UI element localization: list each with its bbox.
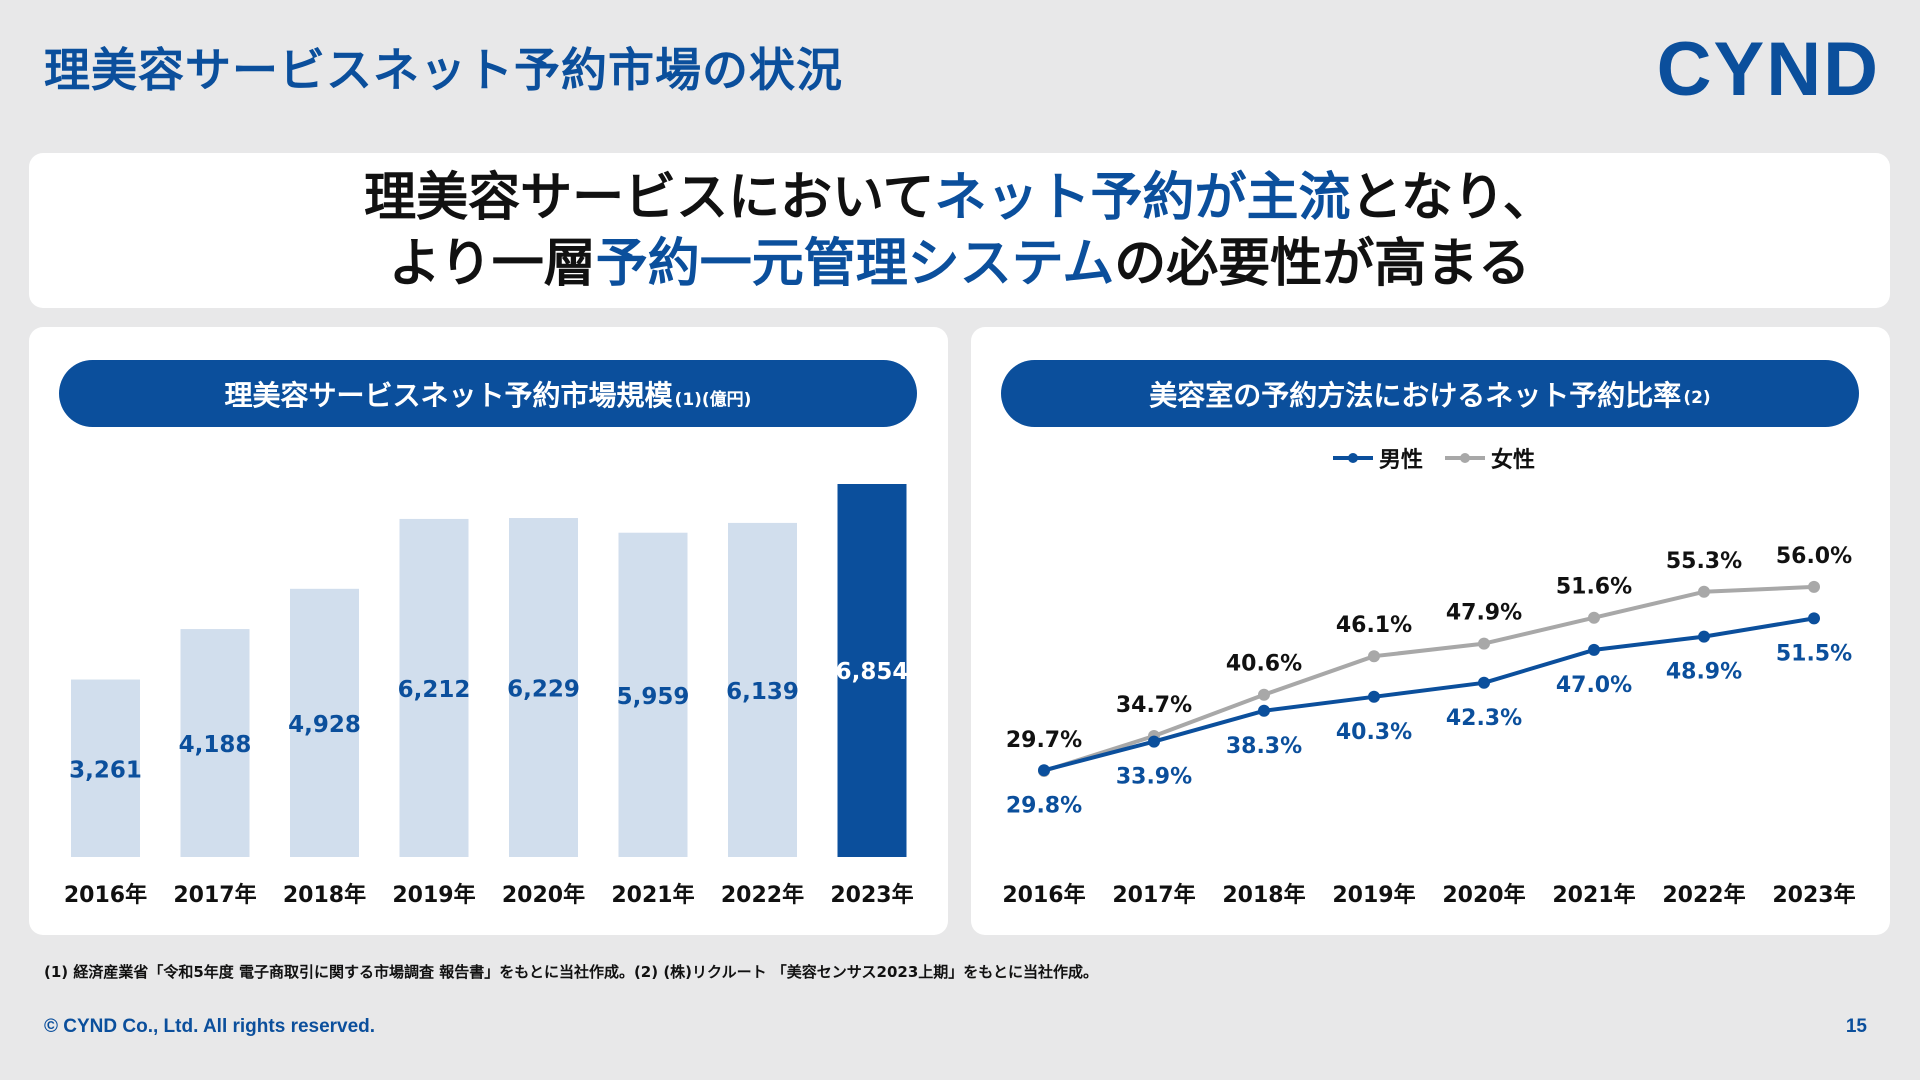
x-axis-tick-label: 2016年 — [64, 882, 147, 908]
headline-text: より一層 — [388, 233, 596, 294]
headline-text: となり、 — [1350, 167, 1555, 228]
data-label: 34.7% — [1116, 693, 1192, 718]
x-axis-tick-label: 2017年 — [173, 882, 256, 908]
data-label: 38.3% — [1226, 734, 1302, 759]
data-point — [1038, 764, 1050, 777]
data-label: 46.1% — [1336, 613, 1412, 638]
bar-value-label: 3,261 — [69, 757, 142, 783]
chart-title-note: (2) — [1683, 387, 1711, 408]
bar-value-label: 6,854 — [836, 659, 909, 685]
data-label: 51.5% — [1776, 641, 1852, 666]
chart-title-text: 理美容サービスネット予約市場規模 — [224, 378, 673, 412]
footnote: (1) 経済産業省「令和5年度 電子商取引に関する市場調査 報告書」をもとに当社… — [44, 963, 1098, 981]
data-label: 51.6% — [1556, 575, 1632, 600]
copyright: © CYND Co., Ltd. All rights reserved. — [44, 1016, 376, 1037]
data-point — [1588, 611, 1600, 624]
x-axis-tick-label: 2018年 — [283, 882, 366, 908]
bar-2021年 — [618, 532, 688, 857]
data-point — [1808, 612, 1820, 625]
data-label: 48.9% — [1666, 660, 1742, 685]
data-point — [1258, 688, 1270, 701]
bar-2022年 — [728, 522, 797, 857]
data-label: 29.8% — [1006, 793, 1082, 818]
headline-accent: 予約一元管理システム — [595, 233, 1115, 294]
x-axis-tick-label: 2016年 — [1002, 882, 1085, 908]
data-point — [1698, 630, 1710, 643]
x-axis-tick-label: 2023年 — [1772, 882, 1855, 908]
legend-item-female: 女性 — [1443, 442, 1535, 474]
data-point — [1478, 676, 1490, 689]
bar-value-label: 4,188 — [179, 732, 252, 758]
bar-value-label: 5,959 — [617, 684, 690, 710]
page-number: 15 — [1845, 1016, 1867, 1037]
data-label: 55.3% — [1666, 549, 1742, 574]
x-axis-tick-label: 2022年 — [721, 882, 804, 908]
bar-2019年 — [399, 518, 469, 857]
x-axis-tick-label: 2018年 — [1222, 882, 1305, 908]
bar-2018年 — [290, 588, 359, 857]
headline-line-1: 理美容サービスにおいてネット予約が主流となり、 — [364, 165, 1555, 231]
x-axis-tick-label: 2021年 — [611, 882, 694, 908]
x-axis-tick-label: 2019年 — [1332, 882, 1415, 908]
bar-value-label: 6,139 — [726, 679, 799, 705]
data-label: 33.9% — [1116, 765, 1192, 790]
data-point — [1698, 585, 1710, 598]
bar-2023年 — [837, 484, 907, 857]
legend-label: 男性 — [1379, 448, 1424, 473]
net-booking-ratio-panel: 2016年 2017年 2018年 2019年 2020年 2021年 2022年 2023年… — [971, 327, 1890, 935]
x-axis-tick-label: 2019年 — [392, 882, 475, 908]
legend-item-male: 男性 — [1331, 442, 1423, 474]
data-label: 47.0% — [1556, 673, 1632, 698]
chart-title-text: 美容室の予約方法におけるネット予約比率 — [1149, 378, 1682, 412]
company-logo: CYND — [1656, 27, 1880, 112]
bar-value-label: 6,229 — [507, 677, 580, 703]
data-label: 47.9% — [1446, 601, 1522, 626]
series-line-女性 — [1043, 584, 1815, 773]
headline-line-2: より一層予約一元管理システムの必要性が高まる — [389, 231, 1530, 297]
data-point — [1588, 643, 1600, 656]
headline-accent: ネット予約が主流 — [934, 167, 1351, 228]
data-label: 40.6% — [1226, 652, 1302, 677]
legend-label: 女性 — [1491, 448, 1536, 473]
data-point — [1368, 690, 1380, 703]
x-axis-tick-label: 2020年 — [1442, 882, 1525, 908]
chart-title-note: (1)(億円) — [674, 390, 752, 410]
data-label: 56.0% — [1776, 544, 1852, 569]
headline-text: 理美容サービスにおいて — [364, 167, 935, 228]
headline-text: の必要性が高まる — [1114, 233, 1531, 294]
bar-2017年 — [180, 629, 250, 857]
x-axis-tick-label: 2022年 — [1662, 882, 1745, 908]
bar-value-label: 6,212 — [398, 677, 471, 703]
legend-line-marker-icon — [1333, 453, 1373, 463]
headline-box: 理美容サービスにおいてネット予約が主流となり、 より一層予約一元管理システムの必… — [29, 153, 1890, 308]
net-booking-ratio-chart-title: 美容室の予約方法におけるネット予約比率 (2) — [1001, 360, 1859, 427]
data-point — [1258, 704, 1270, 717]
market-size-panel: 3,261 2016年 4,188 2017年 4,928 2018年 6,212 2019年… — [29, 327, 948, 935]
page-title: 理美容サービスネット予約市場の状況 — [44, 43, 843, 97]
net-booking-ratio-line-chart: 2016年 2017年 2018年 2019年 2020年 2021年 2022年 2023年… — [1002, 544, 1855, 908]
x-axis-tick-label: 2021年 — [1552, 882, 1635, 908]
data-label: 40.3% — [1336, 720, 1412, 745]
chart-legend: 男性 女性 — [1331, 442, 1535, 474]
data-label: 42.3% — [1446, 706, 1522, 731]
bar-2016年 — [71, 679, 140, 857]
x-axis-tick-label: 2023年 — [830, 882, 913, 908]
legend-line-marker-icon — [1445, 453, 1486, 463]
x-axis-tick-label: 2020年 — [502, 882, 585, 908]
data-point — [1808, 580, 1820, 593]
data-point — [1478, 637, 1490, 650]
x-axis-tick-label: 2017年 — [1112, 882, 1195, 908]
data-point — [1148, 735, 1160, 748]
bar-2020年 — [509, 518, 578, 857]
data-point — [1368, 650, 1380, 663]
bar-value-label: 4,928 — [288, 712, 361, 738]
data-label: 29.7% — [1006, 728, 1082, 753]
market-size-bar-chart: 3,261 2016年 4,188 2017年 4,928 2018年 6,212 2019年… — [64, 484, 914, 908]
series-line-男性 — [1043, 616, 1815, 773]
market-size-chart-title: 理美容サービスネット予約市場規模 (1)(億円) — [59, 360, 917, 427]
